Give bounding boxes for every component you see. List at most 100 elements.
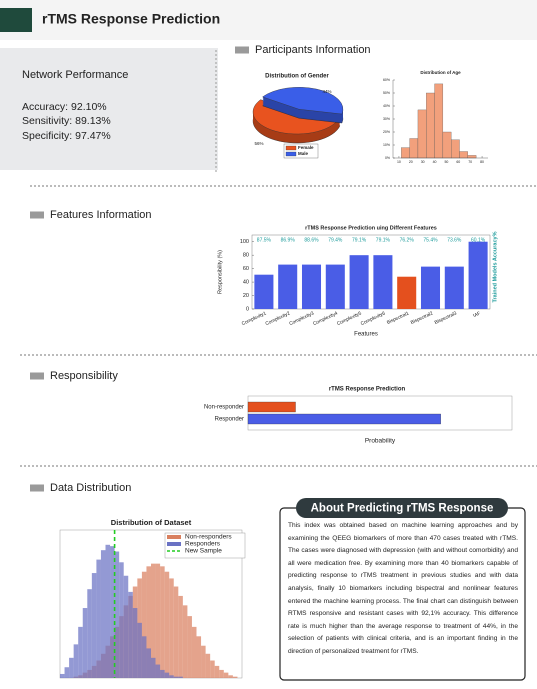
page-title: rTMS Response Prediction <box>42 11 220 27</box>
x-tick-label: 20 <box>409 160 413 164</box>
legend-label: Female <box>298 145 314 150</box>
histogram-bar <box>205 653 211 678</box>
bar <box>278 264 298 309</box>
performance-line: Specificity: 97.47% <box>22 130 111 142</box>
y-tick-label: 0 <box>246 306 249 312</box>
pie-label: 44% <box>322 89 331 94</box>
histogram-bar <box>146 566 151 678</box>
histogram-bar <box>219 669 224 678</box>
x-tick-label: 60 <box>456 160 460 164</box>
x-tick-label: Complexity5 <box>336 310 363 327</box>
histogram-bar <box>119 562 124 678</box>
histogram-bar <box>467 155 477 159</box>
accuracy-label: 76.2% <box>400 237 415 243</box>
section-marker <box>30 372 44 380</box>
histogram-bar <box>169 578 174 678</box>
accuracy-label: 75.4% <box>423 237 438 243</box>
bar <box>444 266 464 309</box>
performance-panel <box>0 48 218 170</box>
x-tick-label: 80 <box>480 160 484 164</box>
accuracy-label: 60.1% <box>471 237 486 243</box>
histogram-bar <box>223 672 229 678</box>
histogram-bar <box>141 636 147 678</box>
legend-frame <box>283 143 319 159</box>
section-marker <box>235 46 249 54</box>
x-tick-label: 30 <box>421 160 425 164</box>
histogram-bar <box>228 675 233 678</box>
x-tick-label: Complexity3 <box>288 310 315 327</box>
histogram-bar <box>96 559 101 678</box>
histogram-bar <box>214 665 220 678</box>
x-tick-label: Bispectral1 <box>386 310 410 326</box>
y-tick-label: 80 <box>243 253 249 259</box>
x-tick-label: 70 <box>468 160 472 164</box>
performance-title: Network Performance <box>22 69 128 81</box>
histogram-bar <box>459 151 468 159</box>
y-tick-label: 10% <box>383 143 390 147</box>
pie-label: 56% <box>254 141 263 146</box>
section-marker <box>30 484 44 492</box>
accuracy-label: 79.1% <box>376 237 391 243</box>
histogram-bar <box>82 608 88 678</box>
histogram-bar <box>160 669 165 678</box>
histogram-bar <box>164 672 170 678</box>
histogram-bar <box>169 675 174 678</box>
bar <box>349 255 369 309</box>
bar <box>397 276 417 309</box>
x-tick-label: Complexity1 <box>241 310 268 327</box>
accuracy-label: 79.1% <box>352 237 367 243</box>
bar <box>247 401 296 413</box>
histogram-bar <box>417 109 427 159</box>
histogram-bar <box>69 657 74 678</box>
y-tick-label: 40% <box>383 104 390 108</box>
chart-title: Distribution of Dataset <box>111 518 192 527</box>
histogram-bar <box>451 139 460 159</box>
bar <box>301 264 322 309</box>
histogram-bar <box>409 138 419 159</box>
histogram-bar <box>105 544 111 678</box>
histogram-bar <box>132 608 138 678</box>
about-title-pill <box>296 498 508 518</box>
x-tick-label: 40 <box>433 160 437 164</box>
histogram-bar <box>64 667 70 678</box>
legend-swatch <box>167 535 181 539</box>
y-tick-label: 100 <box>240 239 249 245</box>
y2-axis-label: Trained Models Accuracy% <box>492 231 498 302</box>
histogram-bar <box>123 575 129 678</box>
histogram-bar <box>73 644 79 678</box>
chart-title: Distribution of Gender <box>265 74 329 80</box>
header-accent <box>0 8 32 32</box>
histogram-bar <box>178 595 183 678</box>
accuracy-label: 79.4% <box>328 237 343 243</box>
x-tick-label: Bispectral3 <box>434 310 458 326</box>
histogram-bar <box>196 636 202 678</box>
chart-title: rTMS Response Prediction <box>329 387 406 393</box>
chart-title: Distribution of Age <box>420 70 461 75</box>
histogram-bar <box>401 147 410 159</box>
x-axis-label: Probability <box>365 438 396 445</box>
y-axis-label: Responsibility (%) <box>217 250 223 294</box>
section-title: Responsibility <box>50 370 118 382</box>
bar <box>247 413 441 425</box>
y-tick-label: 20% <box>383 130 390 134</box>
legend-label: New Sample <box>185 548 222 555</box>
legend-label: Responders <box>185 541 221 548</box>
about-title: About Predicting rTMS Response <box>311 503 494 515</box>
bar <box>468 241 488 309</box>
accuracy-label: 88.6% <box>304 237 319 243</box>
pie-slice <box>262 87 344 115</box>
y-tick-label: Responder <box>215 417 244 423</box>
x-axis-label: Features <box>354 332 378 338</box>
y-tick-label: 0% <box>385 156 390 160</box>
histogram-bar <box>191 626 197 678</box>
y-tick-label: 20 <box>243 293 249 299</box>
x-tick-label: IAF <box>472 310 481 319</box>
chart-title: rTMS Response Prediction uing Different … <box>305 225 437 231</box>
histogram-bar <box>187 616 192 678</box>
histogram-bar <box>151 657 156 678</box>
axes-frame <box>247 395 513 431</box>
legend-label: Male <box>298 151 309 156</box>
x-tick-label: Complexity4 <box>312 310 339 327</box>
histogram-bar <box>178 676 183 678</box>
legend-swatch <box>167 542 181 546</box>
